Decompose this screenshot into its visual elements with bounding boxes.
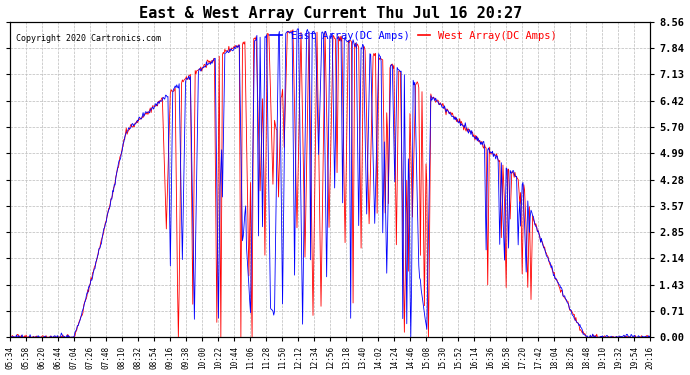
Legend: East Array(DC Amps), West Array(DC Amps): East Array(DC Amps), West Array(DC Amps) <box>266 27 562 45</box>
Text: Copyright 2020 Cartronics.com: Copyright 2020 Cartronics.com <box>17 34 161 44</box>
Title: East & West Array Current Thu Jul 16 20:27: East & West Array Current Thu Jul 16 20:… <box>139 6 522 21</box>
